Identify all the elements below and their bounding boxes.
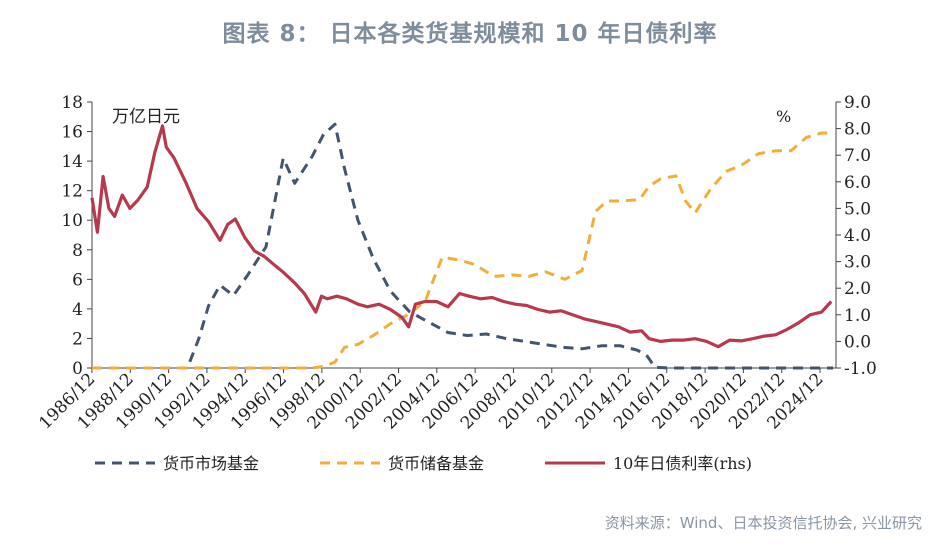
line-chart: 0 2 4 6 8 10 12 14 16 18 -1.0 0.0 1.0 2.0 3.0 4.0 5.0 6.0… [35, 93, 876, 473]
left-tick-label: 8 [72, 241, 83, 261]
legend-label-2: 货币储备基金 [388, 454, 484, 473]
series-layer [90, 122, 834, 370]
right-tick-label: 9.0 [844, 93, 871, 113]
right-tick-label: 5.0 [844, 199, 871, 219]
series-line-3 [90, 124, 833, 349]
right-tick-label: 1.0 [844, 306, 871, 326]
chart-title: 图表 8： 日本各类货基规模和 10 年日债利率 [222, 21, 718, 47]
right-tick-label: 3.0 [844, 253, 871, 273]
right-tick-label: 7.0 [844, 146, 871, 166]
left-tick-label: 14 [61, 152, 83, 172]
right-tick-label: -1.0 [844, 359, 877, 379]
legend-label-1: 货币市场基金 [163, 454, 259, 473]
right-tick-label: 0.0 [844, 332, 871, 352]
left-tick-label: 2 [72, 329, 83, 349]
left-tick-label: 16 [61, 123, 83, 143]
left-tick-label: 10 [61, 211, 83, 231]
left-tick-label: 18 [61, 93, 83, 113]
right-tick-label: 4.0 [844, 226, 871, 246]
left-tick-label: 12 [61, 182, 83, 202]
right-tick-label: 6.0 [844, 173, 871, 193]
chart-axes: 0 2 4 6 8 10 12 14 16 18 -1.0 0.0 1.0 2.0 3.0 4.0 5.0 6.0… [35, 93, 876, 433]
right-tick-label: 8.0 [844, 120, 871, 140]
source-note: 资料来源：Wind、日本投资信托协会, 兴业研究 [604, 514, 922, 532]
right-axis-unit: % [776, 107, 791, 126]
legend: 货币市场基金 货币储备基金 10年日债利率(rhs) [95, 454, 752, 473]
right-tick-label: 2.0 [844, 279, 871, 299]
series-line-2 [92, 131, 834, 370]
left-tick-label: 4 [72, 300, 83, 320]
legend-label-3: 10年日债利率(rhs) [613, 454, 752, 473]
left-axis-unit: 万亿日元 [112, 107, 180, 127]
left-tick-label: 6 [72, 270, 83, 290]
series-line-1 [92, 122, 834, 370]
left-tick-label: 0 [72, 359, 83, 379]
